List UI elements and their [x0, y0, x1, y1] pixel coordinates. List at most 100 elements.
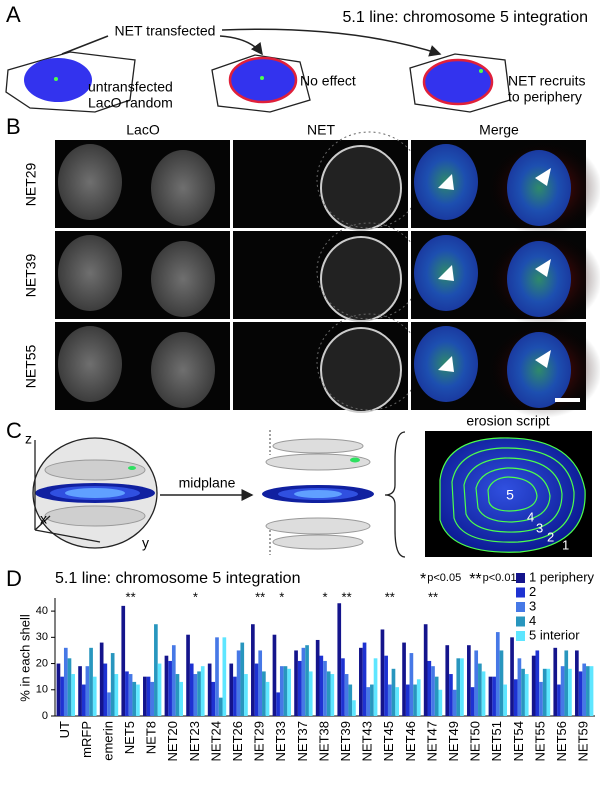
bar	[218, 697, 223, 716]
nucleus	[507, 332, 571, 408]
nucleus	[507, 150, 571, 226]
bar	[99, 642, 104, 716]
significance: *	[279, 589, 284, 604]
arrows	[61, 28, 442, 57]
x-tick-label: NET45	[381, 721, 396, 761]
panel-label: D	[6, 566, 22, 591]
bar	[395, 687, 399, 716]
bar	[308, 671, 313, 716]
shell-label: 2	[547, 529, 554, 544]
bar	[405, 684, 410, 716]
bar	[578, 671, 583, 716]
bar	[56, 663, 61, 716]
panel-label: C	[6, 418, 22, 443]
row-label: NET29	[23, 163, 39, 207]
bar	[71, 674, 75, 716]
bar	[589, 666, 594, 716]
bar	[81, 684, 86, 716]
bar	[186, 634, 190, 716]
legend-swatch	[516, 616, 525, 627]
bar	[337, 603, 342, 716]
legend-swatch	[516, 587, 525, 598]
bar	[531, 655, 536, 716]
x-tick-label: NET33	[273, 721, 288, 761]
bar	[258, 650, 263, 716]
bar	[370, 684, 374, 716]
bar	[373, 658, 378, 716]
nucleus	[58, 235, 122, 311]
y-tick-label: 10	[36, 684, 48, 696]
bar	[492, 676, 496, 716]
bar	[236, 650, 241, 716]
bar	[301, 647, 306, 716]
bar	[582, 663, 587, 716]
arrowhead	[535, 350, 551, 368]
nucleus	[151, 241, 215, 317]
bar	[189, 663, 194, 716]
bar	[445, 645, 450, 716]
bar	[107, 692, 111, 716]
bar	[557, 684, 561, 716]
x-tick-label: emerin	[100, 721, 115, 761]
bar	[553, 647, 558, 716]
erosion-image	[425, 431, 592, 557]
bar	[294, 650, 298, 716]
y-tick-label: 40	[36, 605, 48, 617]
x-tick-label: NET38	[316, 721, 331, 761]
arrowhead	[438, 174, 454, 190]
bar	[524, 674, 529, 716]
bar	[467, 645, 471, 716]
arrowhead	[535, 259, 551, 277]
scale-bar	[555, 398, 580, 402]
nucleus	[507, 241, 571, 317]
significance: *	[193, 589, 198, 604]
bar	[193, 674, 198, 716]
bar	[146, 676, 151, 716]
bar	[384, 655, 388, 716]
bar	[409, 653, 414, 716]
bar	[197, 671, 201, 716]
bar	[150, 681, 155, 716]
x-tick-label: NET23	[187, 721, 202, 761]
bar	[132, 681, 137, 716]
annotation: to periphery	[508, 89, 582, 105]
bar	[168, 660, 172, 716]
bar	[63, 647, 68, 716]
bar	[546, 668, 551, 716]
row-label: NET39	[23, 254, 39, 298]
column-header: NET	[307, 122, 335, 138]
axis-label: y	[142, 535, 149, 551]
arrowhead	[438, 265, 454, 281]
legend-symbol: **	[469, 571, 481, 588]
bar	[136, 684, 140, 716]
bar	[164, 655, 169, 716]
bar	[503, 684, 507, 716]
bar	[535, 650, 540, 716]
bar	[330, 674, 335, 716]
slices	[262, 430, 406, 558]
bar	[416, 679, 421, 716]
bar	[233, 676, 237, 716]
significance: **	[342, 589, 352, 604]
nucleus	[58, 326, 122, 402]
bar	[539, 681, 543, 716]
bar	[510, 637, 514, 716]
x-tick-label: NET20	[165, 721, 180, 761]
significance: *	[322, 589, 327, 604]
bar	[315, 639, 320, 716]
bar	[251, 624, 255, 716]
bar	[211, 681, 216, 716]
bar	[348, 684, 353, 716]
bar	[568, 668, 572, 716]
bar	[575, 650, 579, 716]
bar	[229, 663, 234, 716]
x-tick-label: NET43	[360, 721, 375, 761]
bar	[319, 655, 324, 716]
bar	[423, 624, 428, 716]
legend-label: p<0.05	[427, 572, 461, 584]
bar	[413, 684, 417, 716]
bar	[222, 637, 227, 716]
panel-label: A	[6, 2, 21, 27]
bar	[244, 674, 248, 716]
